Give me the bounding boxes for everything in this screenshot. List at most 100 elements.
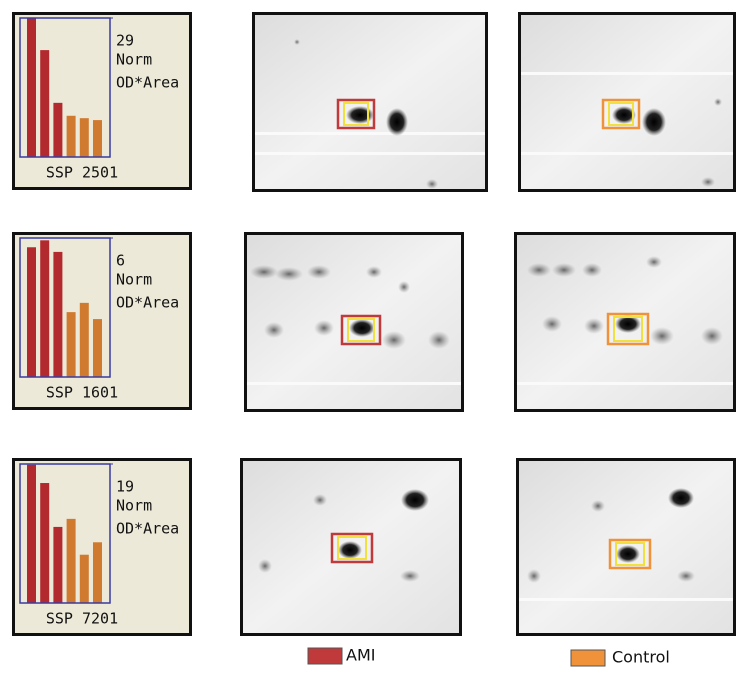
y-axis-label: Norm <box>116 51 152 69</box>
gel-spot <box>552 263 576 277</box>
spot-highlight-inner <box>613 316 643 342</box>
gel-spot <box>542 316 562 332</box>
spot-highlight <box>606 312 650 346</box>
y-max-label: 19 <box>116 478 134 496</box>
gel-spot <box>338 541 362 559</box>
spot-highlight <box>608 538 652 570</box>
gel <box>516 458 736 636</box>
chart-title: SSP 7201 <box>46 610 118 628</box>
spot-highlight-inner <box>615 542 645 566</box>
gel-spot <box>294 39 300 45</box>
bar <box>40 483 50 603</box>
gel-spot <box>701 327 723 345</box>
gel-spot <box>250 265 278 279</box>
gel-spot <box>386 108 408 136</box>
gel-spot <box>264 322 284 338</box>
gel-streak <box>514 382 736 385</box>
gel-spot <box>616 545 640 563</box>
bar <box>79 118 89 157</box>
chart-title: SSP 1601 <box>46 384 118 402</box>
gel-spot <box>650 327 674 345</box>
bar <box>66 115 76 157</box>
panel-background <box>12 12 192 190</box>
gel-spot <box>668 488 694 508</box>
spot-highlight <box>601 98 641 130</box>
spot-highlight <box>336 98 376 130</box>
gel <box>514 232 736 412</box>
gel-spot <box>314 320 334 336</box>
gel-spot <box>582 263 602 277</box>
y-max-label: 6 <box>116 252 125 270</box>
gel <box>518 12 736 192</box>
gel-spot <box>313 494 327 506</box>
gel-spot <box>714 98 722 106</box>
legend-label: Control <box>612 648 670 667</box>
gel-spot <box>401 489 429 511</box>
gel-spot <box>612 106 636 124</box>
bar <box>66 518 76 603</box>
y-max-label: 29 <box>116 32 134 50</box>
plot-frame <box>19 463 111 604</box>
y-axis-label: OD*Area <box>116 520 179 538</box>
gel-background <box>252 12 488 192</box>
gel-spot <box>677 570 695 582</box>
gel-spot <box>428 331 450 349</box>
legend-swatch <box>570 649 606 667</box>
spot-highlight-inner <box>608 102 634 126</box>
gel-spot <box>275 267 303 281</box>
gel-spot <box>426 179 438 189</box>
bar <box>93 542 102 603</box>
gel-spot <box>527 263 551 277</box>
bar <box>27 18 36 157</box>
gel-spot <box>615 315 641 333</box>
gel-border <box>240 458 462 636</box>
bar <box>53 102 63 157</box>
gel-spot <box>307 265 331 279</box>
gel-border <box>516 458 736 636</box>
y-axis-label: Norm <box>116 497 152 515</box>
gel-spot <box>701 177 715 187</box>
spot-highlight <box>330 532 374 564</box>
gel-streak <box>518 152 736 155</box>
bar <box>93 120 102 157</box>
bar <box>66 312 76 377</box>
legend-swatch <box>307 647 343 665</box>
chart-title: SSP 2501 <box>46 164 118 182</box>
gel-border <box>518 12 736 192</box>
bar <box>40 50 50 157</box>
gel-spot <box>366 266 382 278</box>
gel-streak <box>516 598 736 601</box>
gel <box>252 12 488 192</box>
bar <box>40 240 50 377</box>
spot-highlight-inner <box>337 536 367 560</box>
bar <box>27 247 36 377</box>
spot-highlight-inner <box>343 102 369 126</box>
plot-frame <box>19 17 111 158</box>
gel-spot <box>642 108 666 136</box>
plot-frame <box>19 237 111 378</box>
gel-spot <box>382 331 406 349</box>
legend-label: AMI <box>346 646 375 665</box>
gel-streak <box>252 152 488 155</box>
gel <box>240 458 462 636</box>
gel-spot <box>258 559 272 573</box>
spot-highlight-inner <box>347 318 375 342</box>
gel-streak <box>252 132 488 135</box>
gel-spot <box>349 319 375 337</box>
bar <box>53 526 63 603</box>
y-axis-label: Norm <box>116 271 152 289</box>
gel-border <box>244 232 464 412</box>
gel-spot <box>346 106 374 124</box>
y-axis-label: OD*Area <box>116 294 179 312</box>
gel-border <box>514 232 736 412</box>
bar <box>27 464 36 603</box>
gel-spot <box>591 500 605 512</box>
gel <box>244 232 464 412</box>
gel-streak <box>518 72 736 75</box>
gel-spot <box>400 570 420 582</box>
gel-spot <box>527 569 541 583</box>
